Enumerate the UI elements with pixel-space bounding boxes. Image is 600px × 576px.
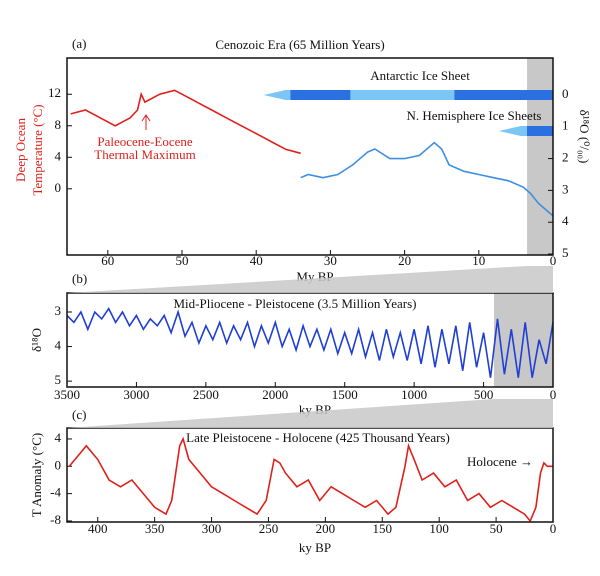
- ice-sheet-segment: [350, 90, 455, 100]
- y2-tick-label: 1: [562, 118, 569, 133]
- x-tick-label: 500: [474, 387, 494, 402]
- ice-sheet-label: Antarctic Ice Sheet: [370, 68, 470, 83]
- panel-label: (c): [72, 407, 86, 422]
- x-axis-label: ky BP: [299, 540, 331, 555]
- plot-frame: [66, 57, 554, 256]
- ice-sheet-segment: [263, 90, 291, 100]
- panel-label: (a): [72, 36, 86, 51]
- y-tick-label: 5: [55, 372, 62, 387]
- x-tick-label: 40: [250, 253, 263, 268]
- x-tick-label: 3500: [54, 387, 80, 402]
- chart-title: Mid-Pliocene - Pleistocene (3.5 Million …: [174, 296, 417, 311]
- x-tick-label: 0: [550, 387, 557, 402]
- y-tick-label: 4: [55, 338, 62, 353]
- highlight-band: [527, 58, 553, 255]
- y-axis-label-line: Deep Ocean: [13, 118, 28, 182]
- y2-tick-label: 3: [562, 181, 569, 196]
- annotation-line: Paleocene-Eocene: [97, 134, 193, 149]
- x-tick-label: 10: [472, 253, 485, 268]
- x-tick-label: 50: [176, 253, 189, 268]
- y2-tick-label: 0: [562, 86, 569, 101]
- annotation-arrowhead: [141, 114, 151, 122]
- data-line: [70, 89, 301, 155]
- annotation: Holocene →: [467, 454, 533, 469]
- data-line: [68, 436, 553, 523]
- y-tick-label: 12: [48, 85, 61, 100]
- x-tick-label: 1000: [401, 387, 427, 402]
- y2-tick-label: 2: [562, 150, 569, 165]
- y-axis-label: T Anomaly (°C): [29, 433, 44, 517]
- x-tick-label: 60: [101, 253, 114, 268]
- ice-sheet-label: N. Hemisphere Ice Sheets: [406, 108, 541, 123]
- y-axis-label-line: Temperature (°C): [30, 104, 45, 195]
- x-tick-label: 300: [202, 521, 222, 536]
- zoom-connector: [67, 399, 553, 428]
- annotation-line: Thermal Maximum: [94, 147, 195, 162]
- x-tick-label: 200: [316, 521, 336, 536]
- y-tick-label: 3: [55, 303, 62, 318]
- y-tick-label: -8: [50, 512, 61, 527]
- y-tick-label: 0: [55, 457, 62, 472]
- ice-sheet-segment: [527, 126, 553, 136]
- panel-label: (b): [72, 271, 87, 286]
- chart-title: Late Pleistocene - Holocene (425 Thousan…: [186, 430, 450, 445]
- y-tick-label: 4: [55, 148, 62, 163]
- x-tick-label: 30: [324, 253, 337, 268]
- x-tick-label: 2000: [262, 387, 288, 402]
- y2-tick-label: 5: [562, 245, 569, 260]
- chart-title: Cenozoic Era (65 Million Years): [215, 37, 384, 52]
- y2-tick-label: 4: [562, 213, 569, 228]
- x-tick-label: 400: [88, 521, 108, 536]
- x-tick-label: 250: [259, 521, 279, 536]
- x-tick-label: 0: [550, 521, 557, 536]
- y-tick-label: 0: [55, 180, 62, 195]
- ice-sheet-segment: [498, 126, 528, 136]
- ice-sheet-segment: [454, 90, 553, 100]
- data-line: [66, 307, 554, 378]
- x-tick-label: 20: [398, 253, 411, 268]
- x-tick-label: 3000: [123, 387, 149, 402]
- ice-sheet-segment: [290, 90, 351, 100]
- y2-axis-label: δ¹⁸O (⁰/₀₀): [577, 110, 592, 164]
- x-tick-label: 2500: [193, 387, 219, 402]
- y-tick-label: -4: [50, 485, 61, 500]
- x-tick-label: 100: [429, 521, 449, 536]
- x-tick-label: 1500: [332, 387, 358, 402]
- data-line: [300, 141, 554, 217]
- y-tick-label: 8: [55, 117, 62, 132]
- x-tick-label: 50: [490, 521, 503, 536]
- y-axis-label: δ¹⁸O: [29, 328, 44, 352]
- y-axis-label: Deep Ocean Temperature (°C): [13, 104, 45, 195]
- x-tick-label: 150: [373, 521, 393, 536]
- zoom-connector: [67, 266, 553, 293]
- x-tick-label: 350: [145, 521, 165, 536]
- annotation: Paleocene-Eocene Thermal Maximum: [94, 134, 195, 162]
- y-tick-label: 4: [55, 430, 62, 445]
- x-tick-label: 0: [550, 253, 557, 268]
